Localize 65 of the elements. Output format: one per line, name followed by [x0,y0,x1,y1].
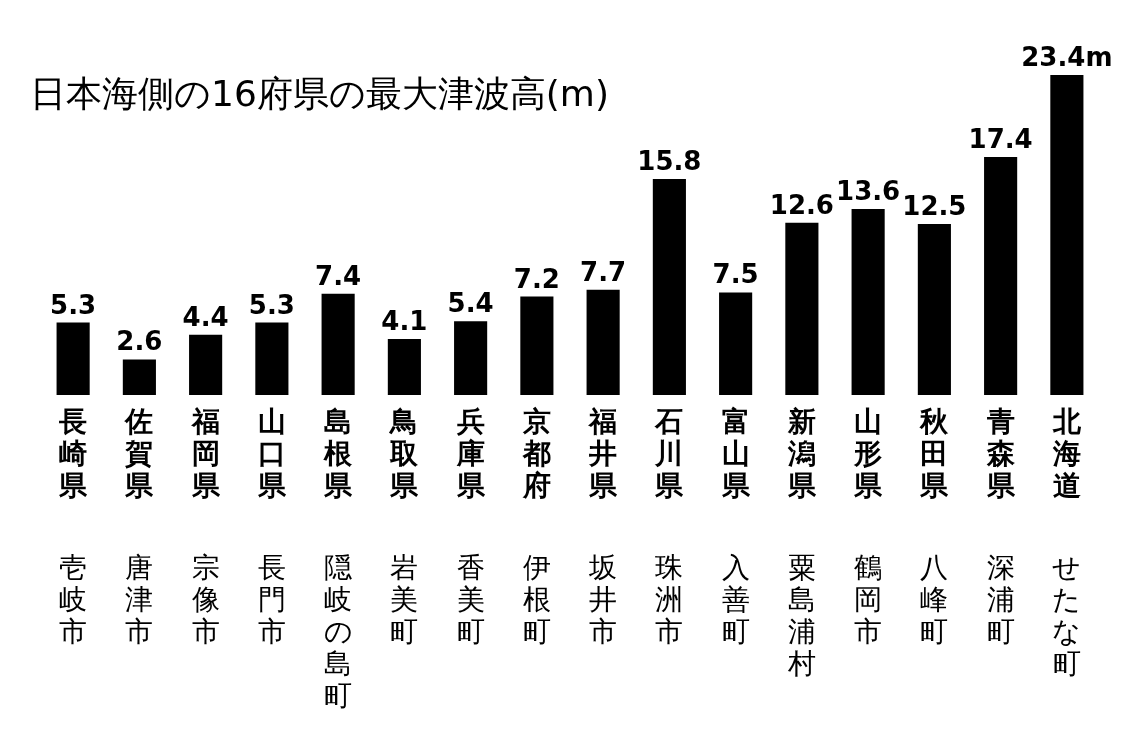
text: 壱岐市 [59,551,88,648]
x-tick-label: 富山県 [720,405,751,502]
data-label: 12.5 [902,191,967,222]
x-tick-label: 鳥取県 [388,405,420,502]
text: 隠岐の島町 [323,551,353,712]
x-tick-label: 京都府 [521,405,551,502]
x-tick-label: 北海道 [1051,405,1082,502]
bar [387,338,421,395]
bar [1050,75,1084,395]
text: 鶴岡市 [854,551,883,648]
x-tick-label: 福井県 [587,405,619,502]
bar [56,322,90,395]
bar [454,321,488,395]
bar [122,359,156,395]
data-label: 7.5 [712,259,759,290]
data-label: 7.7 [580,256,627,287]
data-label: 5.3 [50,289,97,320]
bar [851,209,885,395]
bar [189,334,223,395]
data-label: 5.4 [447,288,494,319]
x-tick-label: 長崎県 [58,405,89,502]
x-tick-label: 佐賀県 [124,405,155,502]
text: 坂井市 [588,551,618,648]
chart-title: 日本海側の16府県の最大津波高(m) [30,73,609,114]
bar [255,322,289,395]
text: 宗像市 [191,551,220,648]
data-label: 4.4 [182,301,229,332]
x-tick-label: 山形県 [853,405,884,502]
data-label: 23.4m [1021,42,1113,72]
text: 深浦町 [986,551,1015,648]
x-tick-label: 兵庫県 [455,405,486,502]
x-tick-label: 石川県 [654,405,685,502]
text: 珠洲市 [655,551,684,648]
data-label: 17.4 [968,124,1033,155]
text: 唐津市 [125,551,154,648]
bar [321,293,355,395]
bar [984,157,1018,395]
bar [586,289,620,395]
text: 伊根町 [522,551,551,648]
data-label: 7.4 [315,260,362,291]
bar [719,292,753,395]
text: 八峰町 [920,551,949,648]
text: せたな町 [1052,551,1082,680]
data-label: 2.6 [116,326,163,357]
text: 粟島浦村 [786,551,816,680]
text: 岩美町 [390,551,419,648]
x-tick-label: 福岡県 [189,405,221,502]
bar [520,296,554,395]
data-label: 5.3 [248,289,295,320]
bar [652,178,686,395]
data-label: 13.6 [836,176,901,207]
x-tick-label: 島根県 [323,405,354,502]
text: 入善町 [721,551,750,648]
text: 香美町 [456,551,485,648]
data-label: 7.2 [513,263,560,294]
data-label: 15.8 [637,145,702,176]
data-label: 4.1 [381,305,428,336]
x-tick-label: 青森県 [985,405,1016,502]
text: 長門市 [257,551,286,648]
x-tick-label: 新潟県 [786,405,817,502]
bar [785,222,819,395]
x-tick-label: 山口県 [256,405,287,502]
x-tick-label: 秋田県 [919,405,950,502]
data-label: 12.6 [769,189,834,220]
bar [917,224,951,395]
